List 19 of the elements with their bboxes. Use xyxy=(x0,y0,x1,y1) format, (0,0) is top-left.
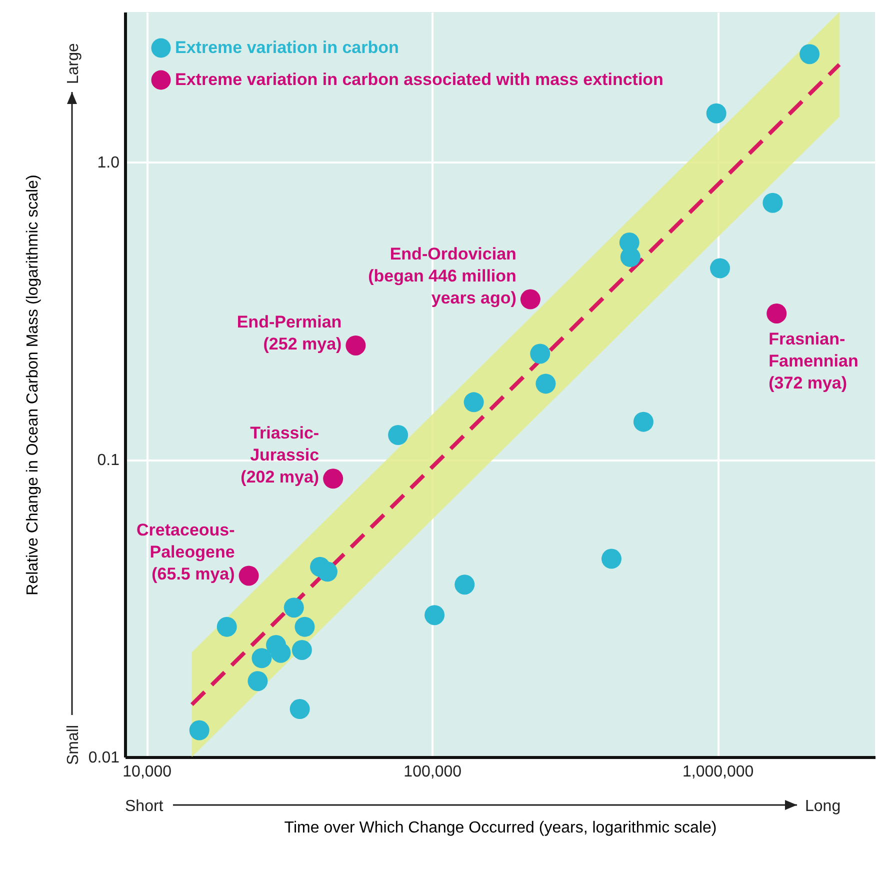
x-tick-label: 1,000,000 xyxy=(682,764,754,780)
annotation: End-Permian (252 mya) xyxy=(236,312,342,354)
y-axis-title: Relative Change in Ocean Carbon Mass (logarithmic scale) xyxy=(24,174,42,596)
x-axis-title: Time over Which Change Occurred (years, logarithmic scale) xyxy=(284,820,717,836)
annotation: Triassic- Jurassic (202 mya) xyxy=(240,424,320,487)
text: Short xyxy=(125,798,164,815)
text: Long xyxy=(805,798,841,815)
y-tick-label: 0.1 xyxy=(97,452,120,470)
y-tick-label: 1.0 xyxy=(97,154,120,172)
annotation: End-Ordovician (began 446 million years ago) xyxy=(368,244,516,308)
legend-label: Extreme variation in carbon xyxy=(175,38,399,57)
x-tick-label: 100,000 xyxy=(404,764,462,780)
annotation: Cretaceous- Paleogene (65.5 mya) xyxy=(136,520,235,584)
legend-label: Extreme variation in carbon associated with mass extinction xyxy=(175,70,664,89)
y-tick-label: 0.01 xyxy=(88,750,120,766)
x-tick-label: 10,000 xyxy=(122,764,172,780)
text: Small xyxy=(65,724,82,765)
text: Large xyxy=(65,42,82,84)
annotation: Frasnian- Famennian (372 mya) xyxy=(768,329,858,392)
